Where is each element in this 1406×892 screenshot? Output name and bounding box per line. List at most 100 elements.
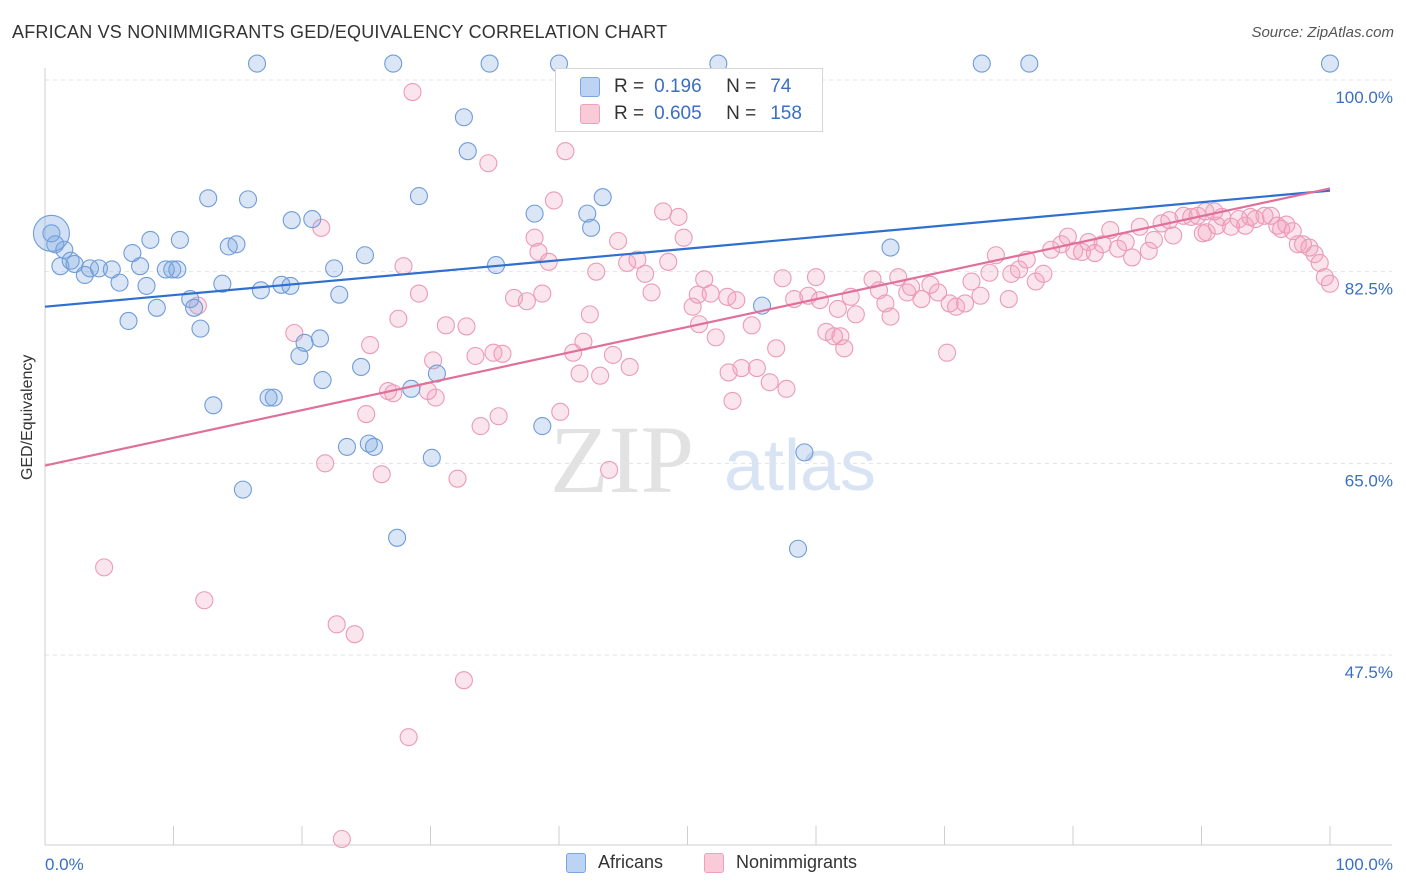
data-point [642, 283, 661, 302]
data-point [1305, 245, 1324, 264]
data-point [195, 591, 214, 610]
data-point [137, 276, 156, 295]
data-point [938, 343, 957, 362]
data-point [389, 309, 408, 328]
n-label: N = [726, 76, 757, 97]
data-point [742, 316, 761, 335]
data-point [732, 358, 751, 378]
data-point [767, 339, 786, 358]
data-point [1034, 264, 1053, 283]
data-point [332, 829, 351, 849]
series-legend: Africans Nonimmigrants [0, 852, 1406, 878]
data-point [578, 204, 597, 223]
data-point [788, 539, 808, 558]
data-point [1130, 217, 1149, 236]
data-point [688, 285, 707, 304]
data-point [747, 358, 766, 378]
data-point [403, 82, 422, 102]
data-point [533, 284, 552, 303]
data-point [921, 275, 940, 294]
data-point [394, 257, 413, 276]
data-point [701, 284, 720, 303]
data-point [980, 263, 999, 282]
legend-label-nonimmigrants: Nonimmigrants [736, 852, 858, 872]
data-point [484, 343, 503, 362]
data-point [384, 384, 403, 403]
n-label: N = [726, 103, 757, 124]
data-point [999, 289, 1018, 309]
data-point [361, 335, 380, 355]
legend-item-africans[interactable]: Africans [566, 852, 663, 873]
data-point [544, 191, 563, 210]
data-point [426, 388, 445, 407]
data-point [654, 202, 673, 221]
n-value: 158 [770, 103, 802, 124]
data-point [972, 54, 991, 73]
trend-lines [44, 187, 1331, 467]
data-point [683, 297, 702, 316]
trend-line [44, 189, 1331, 308]
data-point [962, 272, 981, 291]
data-point [1222, 217, 1241, 236]
data-point [95, 558, 114, 577]
data-point [147, 298, 166, 317]
data-point [422, 448, 441, 467]
data-point [1310, 253, 1329, 272]
data-point [345, 625, 364, 644]
data-point [1144, 230, 1164, 249]
data-point [777, 379, 796, 398]
data-point [170, 230, 189, 249]
data-point [191, 319, 210, 338]
data-point [760, 373, 779, 392]
data-point [409, 187, 428, 206]
data-point [168, 260, 187, 279]
data-point [881, 238, 900, 257]
trend-line [44, 187, 1331, 467]
data-point [603, 345, 623, 364]
data-point [55, 240, 74, 259]
data-point [448, 469, 467, 488]
data-point [1255, 206, 1274, 225]
data-point [582, 218, 601, 237]
data-point [325, 259, 344, 278]
data-point [846, 305, 865, 324]
data-point [355, 246, 375, 265]
data-point [1320, 54, 1340, 73]
data-point [773, 269, 792, 288]
data-point [533, 417, 552, 436]
nonimmigrants-swatch [704, 852, 724, 873]
data-point [835, 339, 854, 358]
data-point [881, 307, 900, 326]
data-point [1197, 223, 1216, 242]
data-point [593, 188, 612, 207]
data-point [110, 273, 129, 292]
data-point [525, 228, 544, 247]
data-point [556, 142, 575, 161]
data-point [454, 671, 473, 690]
data-point [636, 264, 655, 283]
data-point [628, 250, 647, 269]
data-point [282, 211, 301, 230]
legend-item-nonimmigrants[interactable]: Nonimmigrants [704, 852, 857, 873]
data-point [1207, 216, 1226, 235]
x-tick-label: 0.0% [45, 855, 84, 874]
data-point [1026, 272, 1045, 291]
data-point [929, 283, 948, 302]
data-point [727, 291, 746, 310]
correlation-legend: R = 0.196 N = 74 R = 0.605 N = 158 [555, 68, 823, 132]
data-point [493, 344, 512, 363]
data-point [384, 54, 403, 73]
data-point [570, 364, 589, 383]
data-point [327, 615, 346, 634]
data-point [204, 396, 223, 415]
data-point [659, 252, 678, 271]
nonimmigrants-points [95, 82, 1340, 849]
data-point [471, 417, 490, 436]
data-point [587, 262, 606, 281]
data-point [1116, 233, 1135, 252]
data-point [364, 437, 384, 456]
data-point [42, 224, 61, 243]
legend-row-nonimmigrants: R = 0.605 N = 158 [580, 101, 802, 127]
data-point [1123, 248, 1142, 267]
